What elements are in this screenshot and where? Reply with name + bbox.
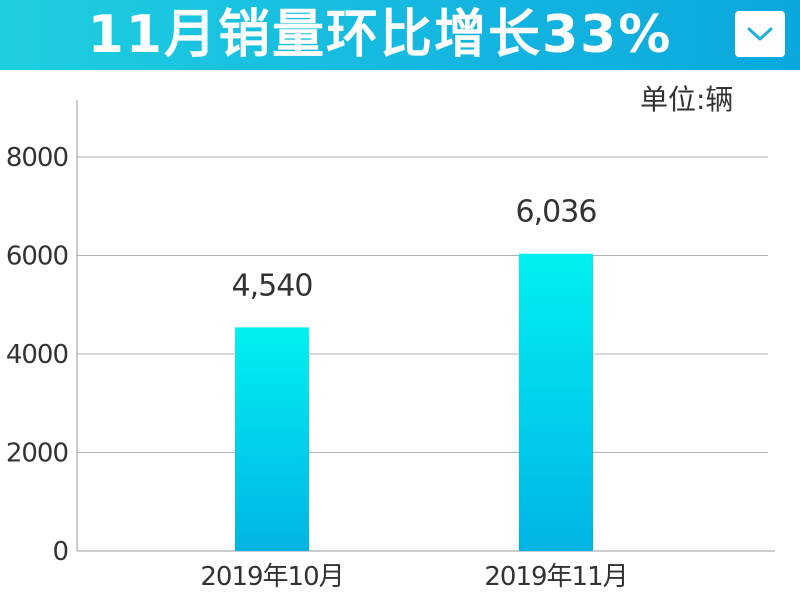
y-tick-label: 4000 [6, 340, 68, 370]
x-tick-label: 2019年11月 [484, 562, 627, 592]
y-tick-label: 2000 [6, 439, 68, 469]
chevron-down-icon [747, 27, 773, 41]
bar-value-label: 6,036 [516, 195, 597, 230]
unit-label: 单位:辆 [640, 83, 734, 116]
bar [519, 253, 593, 552]
y-tick-label: 0 [52, 537, 68, 567]
y-tick-label: 8000 [6, 143, 68, 173]
x-tick-label: 2019年10月 [200, 562, 343, 592]
bar-value-label: 4,540 [232, 268, 313, 303]
bar [235, 327, 309, 551]
y-tick-label: 6000 [6, 242, 68, 272]
page-title: 11月销量环比增长33% [87, 5, 673, 65]
dropdown-button[interactable] [735, 11, 785, 57]
header-banner: 11月销量环比增长33% [0, 0, 800, 70]
